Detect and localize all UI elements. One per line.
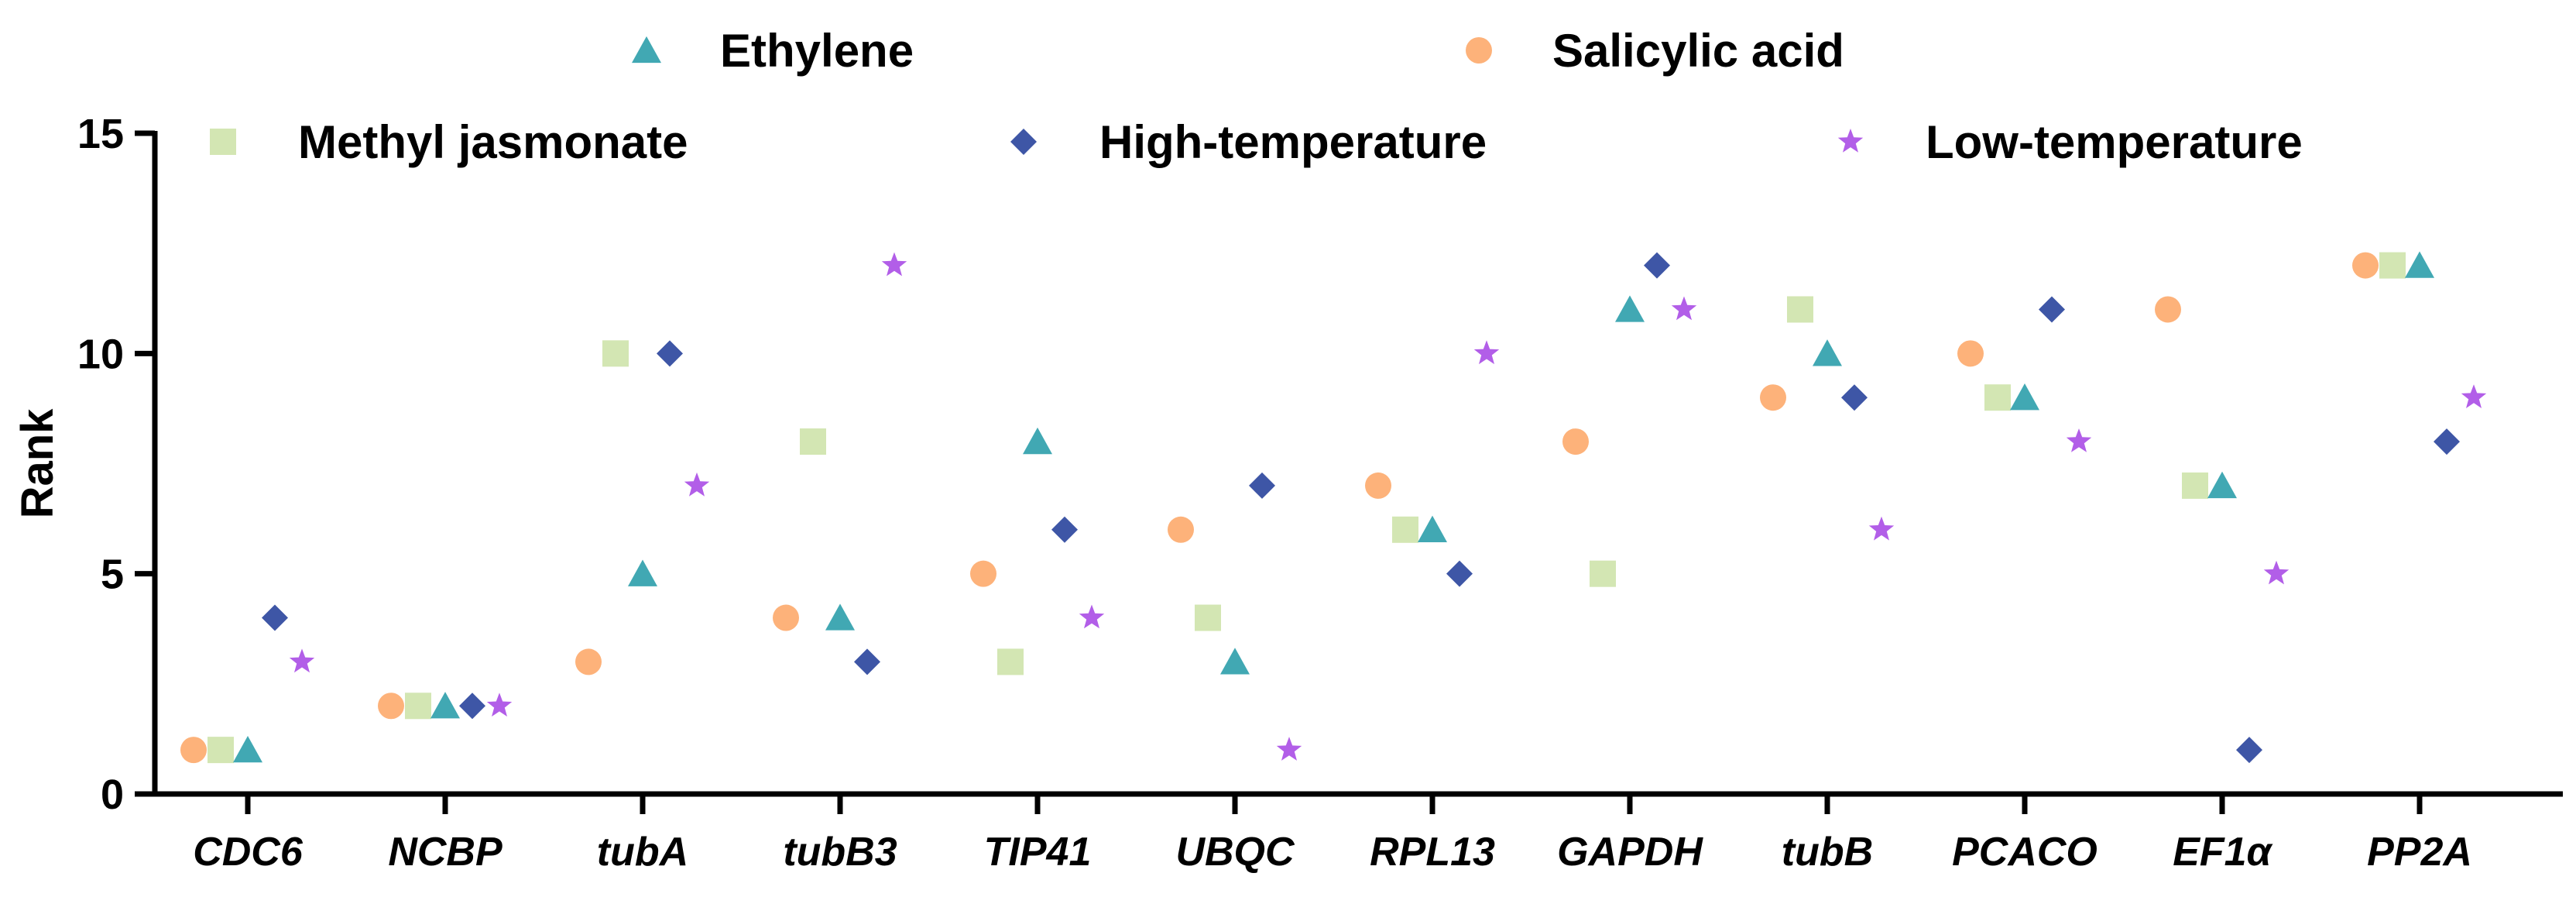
axes: 0 5 10 15 CDC6 NCBP tubA tubB3 TIP41 UBQC RPL13 GA… xyxy=(12,111,2563,875)
point-star xyxy=(289,648,315,673)
point-triangle xyxy=(1813,339,1842,366)
point-triangle xyxy=(1023,427,1052,455)
legend: Ethylene Salicylic acid Methyl jasmonate Hi… xyxy=(210,25,2303,168)
point-diamond xyxy=(854,648,880,675)
point-triangle xyxy=(2010,383,2039,411)
x-tick-label: GAPDH xyxy=(1557,830,1703,875)
point-triangle xyxy=(1615,295,1645,322)
point-square xyxy=(1984,384,2011,411)
point-star xyxy=(684,472,710,497)
point-triangle xyxy=(1220,648,1250,675)
point-triangle xyxy=(2405,251,2434,278)
point-star xyxy=(1276,737,1302,761)
x-tick-label: CDC6 xyxy=(193,830,304,875)
point-star xyxy=(486,693,513,717)
point-star xyxy=(1868,516,1895,541)
x-tick-label: tubB3 xyxy=(783,830,897,875)
point-circle xyxy=(2155,296,2181,323)
point-circle xyxy=(773,604,799,631)
point-diamond xyxy=(1644,252,1670,279)
point-circle xyxy=(1562,428,1589,455)
point-circle xyxy=(1957,340,1984,367)
x-tick-label: TIP41 xyxy=(984,830,1092,875)
x-tick-label: UBQC xyxy=(1175,830,1295,875)
legend-star-icon xyxy=(1837,129,1864,153)
point-square xyxy=(997,648,1024,675)
x-tick-label: PP2A xyxy=(2367,830,2472,875)
point-diamond xyxy=(2039,296,2065,323)
point-triangle xyxy=(233,735,262,763)
x-ticks: CDC6 NCBP tubA tubB3 TIP41 UBQC RPL13 GAPDH tubB… xyxy=(193,794,2472,875)
legend-circle-icon xyxy=(1466,37,1492,64)
point-square xyxy=(1195,604,1221,631)
legend-label: Salicylic acid xyxy=(1552,25,1844,77)
legend-triangle-icon xyxy=(632,36,661,64)
point-triangle xyxy=(1418,515,1447,542)
legend-label: Methyl jasmonate xyxy=(298,116,688,168)
point-square xyxy=(1392,516,1418,543)
point-star xyxy=(1079,604,1105,629)
point-diamond xyxy=(1051,516,1078,543)
point-circle xyxy=(378,693,404,720)
point-circle xyxy=(1168,516,1194,543)
legend-label: Ethylene xyxy=(720,25,914,77)
x-tick-label: EF1α xyxy=(2173,830,2273,875)
x-tick-label: NCBP xyxy=(388,830,503,875)
point-star xyxy=(2461,384,2487,408)
x-tick-label: RPL13 xyxy=(1370,830,1495,875)
point-star xyxy=(1671,296,1697,321)
point-triangle xyxy=(825,603,855,631)
point-square xyxy=(602,340,629,367)
point-square xyxy=(1787,296,1813,323)
point-circle xyxy=(1760,384,1786,411)
point-square xyxy=(1590,560,1616,587)
point-square xyxy=(208,737,234,764)
y-tick-label: 5 xyxy=(101,552,124,598)
point-diamond xyxy=(262,604,288,631)
point-circle xyxy=(970,560,996,587)
point-diamond xyxy=(1446,560,1473,587)
point-diamond xyxy=(2236,737,2262,764)
point-triangle xyxy=(628,559,657,586)
point-square xyxy=(405,693,431,720)
legend-label: Low-temperature xyxy=(1926,116,2303,168)
point-diamond xyxy=(1249,472,1275,499)
legend-diamond-icon xyxy=(1010,129,1037,155)
y-tick-label: 15 xyxy=(77,111,124,157)
y-ticks: 0 5 10 15 xyxy=(77,111,155,818)
point-triangle xyxy=(2207,471,2237,499)
legend-label: High-temperature xyxy=(1099,116,1487,168)
x-tick-label: tubB xyxy=(1782,830,1873,875)
point-diamond xyxy=(657,340,683,367)
point-star xyxy=(881,252,907,277)
point-diamond xyxy=(2434,428,2460,455)
point-diamond xyxy=(1841,384,1868,411)
point-diamond xyxy=(459,693,485,720)
point-square xyxy=(800,428,826,455)
point-square xyxy=(2182,472,2208,499)
point-circle xyxy=(1365,472,1391,499)
point-circle xyxy=(180,737,207,764)
point-triangle xyxy=(430,692,460,719)
data-marks xyxy=(180,251,2487,764)
legend-square-icon xyxy=(210,129,236,155)
y-axis-title: Rank xyxy=(12,408,63,519)
point-circle xyxy=(575,648,602,675)
point-star xyxy=(1473,340,1500,365)
y-tick-label: 0 xyxy=(101,772,124,818)
x-tick-label: PCACO xyxy=(1952,830,2098,875)
y-tick-label: 10 xyxy=(77,331,124,377)
point-star xyxy=(2263,560,2290,585)
point-circle xyxy=(2352,252,2379,279)
x-tick-label: tubA xyxy=(597,830,688,875)
point-square xyxy=(2379,252,2406,279)
point-star xyxy=(2066,428,2092,452)
